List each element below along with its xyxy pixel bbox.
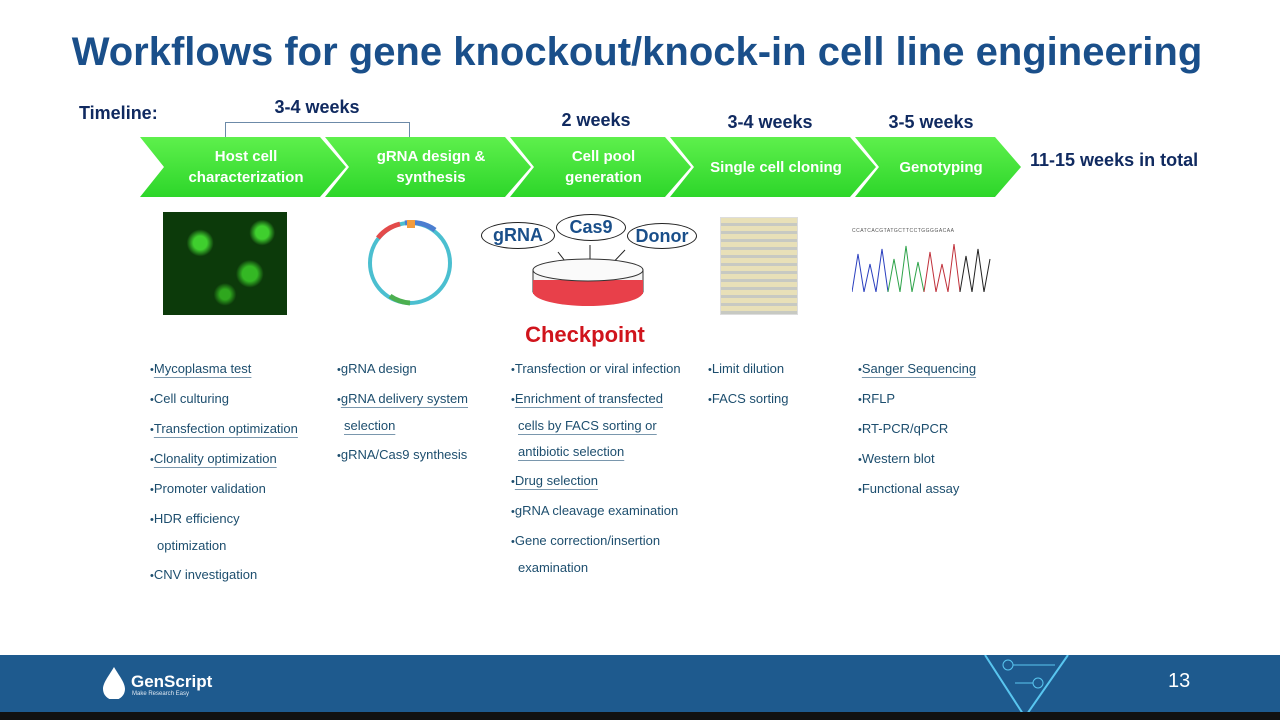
list-item-text: Sanger Sequencing [861, 361, 977, 376]
plate-stack-image [720, 217, 798, 315]
list-item-text: Drug selection [514, 473, 598, 488]
list-item-text: Limit dilution [711, 361, 785, 376]
list-item-text: Clonality optimization [153, 451, 277, 466]
list-item-text: Cell culturing [153, 391, 230, 406]
brand-tagline: Make Research Easy [132, 691, 190, 697]
list-item: Transfection optimization [150, 416, 300, 443]
list-item: Transfection or viral infection [511, 356, 686, 383]
list-item: gRNA delivery system selection [337, 386, 487, 439]
list-item-text: Transfection optimization [153, 421, 298, 436]
list-grna-design: gRNA design gRNA delivery system selectio… [337, 356, 487, 472]
total-duration: 11-15 weeks in total [1030, 150, 1199, 170]
list-cell-pool: Transfection or viral infection Enrichmen… [511, 356, 686, 584]
list-item-text: Mycoplasma test [153, 361, 252, 376]
list-item: Sanger Sequencing [858, 356, 998, 383]
list-item: gRNA cleavage examination [511, 498, 686, 525]
list-single-cell-cloning: Limit dilution FACS sorting [708, 356, 838, 416]
duration-label: 3-4 weeks [727, 112, 813, 132]
list-item: HDR efficiency optimization [150, 506, 300, 559]
list-item-text: gRNA delivery system selection [340, 391, 469, 433]
bottom-edge [0, 712, 1280, 720]
slide-title: Workflows for gene knockout/knock-in cel… [71, 30, 1203, 74]
list-item-text: RFLP [861, 391, 896, 406]
sequence-text: CCATCACGTATGCTTCCTGGGGACAA [852, 228, 955, 234]
list-item: FACS sorting [708, 386, 838, 413]
page-number: 13 [1168, 670, 1191, 692]
list-item: Western blot [858, 446, 998, 473]
list-item-text: Gene correction/insertion examination [514, 533, 661, 575]
donor-bubble: Donor [627, 223, 697, 249]
genscript-logo-icon [103, 667, 125, 699]
checkpoint-label: Checkpoint [525, 322, 645, 347]
duration-label: 3-5 weeks [888, 112, 974, 132]
step-grna-design: gRNA design & synthesis [325, 137, 531, 197]
duration-label: 2 weeks [561, 110, 631, 130]
list-item-text: gRNA design [340, 361, 417, 376]
list-item-text: Transfection or viral infection [514, 361, 681, 376]
step-single-cell-cloning: Single cell cloning [670, 137, 876, 197]
list-item-text: RT-PCR/qPCR [861, 421, 949, 436]
footer-bar: GenScript Make Research Easy 13 [0, 655, 1280, 720]
list-item-text: HDR efficiency optimization [153, 511, 240, 553]
brand-name: GenScript [131, 672, 213, 691]
list-item: Functional assay [858, 476, 998, 503]
step-host-cell: Host cell characterization [140, 137, 346, 197]
grna-bubble: gRNA [481, 222, 555, 249]
list-item-text: CNV investigation [153, 567, 258, 582]
list-item-text: gRNA/Cas9 synthesis [340, 447, 468, 462]
list-item: RFLP [858, 386, 998, 413]
list-item: gRNA/Cas9 synthesis [337, 442, 487, 469]
cas9-bubble: Cas9 [556, 214, 626, 241]
step-genotyping: Genotyping [855, 137, 1021, 197]
list-item: Limit dilution [708, 356, 838, 383]
list-item: gRNA design [337, 356, 487, 383]
list-item: Mycoplasma test [150, 356, 300, 383]
step-cell-pool: Cell pool generation [510, 137, 691, 197]
list-item: Enrichment of transfected cells by FACS … [511, 386, 686, 465]
list-item-text: Functional assay [861, 481, 960, 496]
list-genotyping: Sanger Sequencing RFLP RT-PCR/qPCR Western … [858, 356, 998, 506]
chromatogram-image: CCATCACGTATGCTTCCTGGGGACAA [851, 228, 992, 294]
list-item: Drug selection [511, 468, 686, 495]
duration-label: 3-4 weeks [274, 97, 360, 117]
timeline-label: Timeline: [79, 103, 158, 123]
list-item: Gene correction/insertion examination [511, 528, 686, 581]
list-item-text: gRNA cleavage examination [514, 503, 679, 518]
list-item-text: FACS sorting [711, 391, 789, 406]
decorative-funnel-graphic [984, 655, 1069, 719]
duration-bracket [225, 122, 410, 138]
plasmid-map-image [368, 220, 452, 306]
list-item-text: Enrichment of transfected cells by FACS … [514, 391, 663, 459]
list-item: CNV investigation [150, 562, 300, 589]
list-item-text: Western blot [861, 451, 935, 466]
culture-dish-image [532, 245, 644, 306]
list-item: Cell culturing [150, 386, 300, 413]
list-item: Clonality optimization [150, 446, 300, 473]
list-item: Promoter validation [150, 476, 300, 503]
fluorescent-cells-image [163, 212, 287, 315]
list-host-cell: Mycoplasma test Cell culturing Transfectio… [150, 356, 300, 592]
list-item: RT-PCR/qPCR [858, 416, 998, 443]
list-item-text: Promoter validation [153, 481, 266, 496]
